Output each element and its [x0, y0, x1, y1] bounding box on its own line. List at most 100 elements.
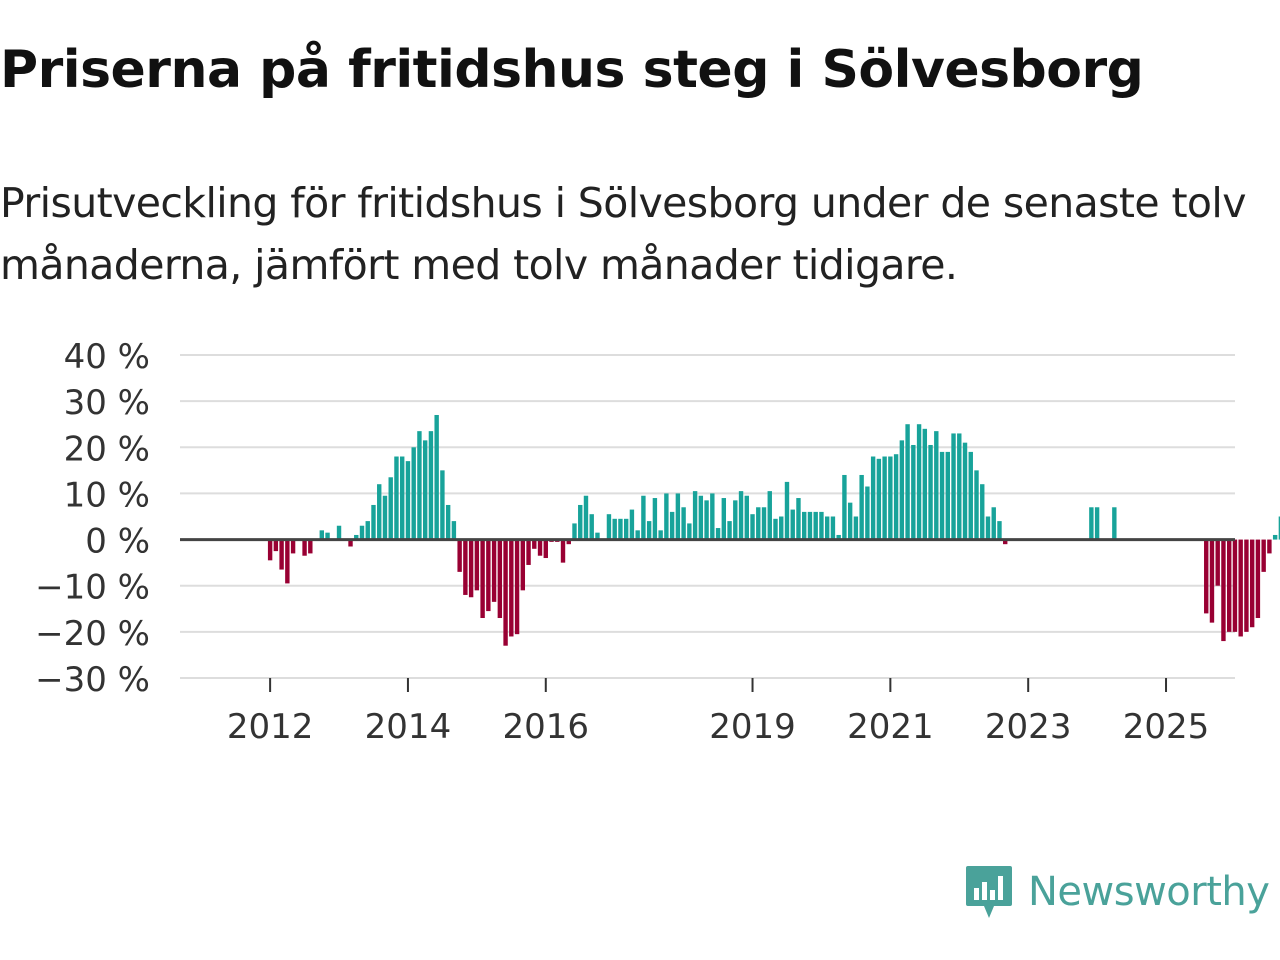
x-tick-label: 2025: [1123, 707, 1210, 747]
bar: [503, 539, 508, 646]
y-tick-label: −30 %: [35, 660, 150, 700]
bar: [474, 539, 480, 591]
bar: [532, 539, 537, 549]
bar: [1232, 539, 1238, 632]
bar: [687, 523, 692, 540]
bar: [865, 486, 870, 540]
bar: [618, 518, 623, 540]
bar: [779, 516, 784, 540]
bar: [1267, 539, 1272, 554]
bar: [796, 498, 801, 540]
bar: [388, 477, 393, 540]
bar: [434, 414, 439, 540]
bar: [1209, 539, 1215, 623]
bar: [934, 431, 939, 540]
bar: [646, 521, 652, 540]
bar: [991, 507, 996, 540]
bar: [767, 491, 772, 540]
bar: [457, 539, 462, 572]
bar: [359, 525, 365, 540]
bars: [267, 414, 1280, 646]
bar: [285, 539, 290, 584]
bar: [916, 424, 922, 540]
bar: [698, 495, 704, 540]
bar: [371, 504, 376, 540]
bar: [1261, 539, 1266, 572]
bar: [675, 493, 681, 540]
axes: 40 % 30 % 20 % 10 % 0 % −10 % −20 % −30 % 2012 20…: [35, 337, 1280, 747]
bar: [382, 495, 388, 540]
bar: [985, 516, 991, 540]
bar: [417, 431, 422, 540]
bar: [664, 493, 669, 540]
bar: [497, 539, 503, 619]
bar: [365, 521, 370, 540]
bar: [526, 539, 531, 565]
bar: [405, 461, 411, 540]
bar: [560, 539, 566, 563]
bar: [882, 456, 887, 540]
bar: [830, 516, 836, 540]
bar: [572, 523, 577, 540]
bar: [847, 502, 853, 540]
bar: [606, 514, 612, 540]
bar: [623, 518, 629, 540]
bar: [658, 530, 663, 540]
bar: [537, 539, 543, 556]
bar: [870, 456, 876, 540]
x-tick-label: 2021: [847, 707, 934, 747]
bar: [635, 530, 640, 540]
bar: [727, 521, 732, 540]
x-tick-label: 2012: [227, 707, 314, 747]
bar: [411, 447, 416, 540]
x-tick-label: 2019: [709, 707, 796, 747]
bar: [1238, 539, 1243, 637]
chart-subtitle: Prisutveckling för fritidshus i Sölvesbo…: [0, 179, 1246, 289]
y-tick-label: 30 %: [64, 383, 150, 423]
bar: [267, 539, 273, 561]
bar: [1244, 539, 1249, 632]
y-tick-label: 40 %: [64, 337, 150, 377]
bar: [859, 474, 864, 540]
newsworthy-logo-icon: [966, 866, 1012, 918]
bar: [1215, 539, 1220, 586]
bar: [945, 451, 950, 540]
bar: [377, 484, 382, 540]
bar: [721, 498, 727, 540]
bar: [911, 444, 916, 540]
bar: [319, 530, 324, 540]
bar: [468, 539, 474, 598]
bar: [957, 433, 962, 540]
bar: [681, 507, 686, 540]
bar: [336, 525, 342, 540]
gridlines: [180, 354, 1235, 679]
bar: [509, 539, 514, 637]
bar: [824, 516, 830, 540]
bar: [583, 495, 589, 540]
bar: [974, 470, 979, 540]
bar: [922, 428, 928, 540]
bar: [1249, 539, 1255, 628]
bar: [876, 458, 882, 540]
bar: [692, 491, 698, 540]
y-tick-label: 0 %: [85, 522, 150, 562]
bar: [486, 539, 491, 612]
bar: [354, 534, 359, 540]
y-tick-label: −10 %: [35, 568, 150, 608]
bar: [480, 539, 485, 619]
bar: [1227, 539, 1232, 632]
bar: [520, 539, 526, 591]
bar: [445, 504, 451, 540]
bar: [1204, 539, 1209, 614]
bar: [1094, 507, 1100, 540]
bar: [1272, 534, 1278, 540]
bar: [790, 509, 795, 540]
bar: [589, 514, 594, 540]
bar: [400, 456, 405, 540]
bar: [451, 521, 457, 540]
bar: [704, 500, 709, 540]
bar: [710, 493, 715, 540]
bar: [962, 442, 968, 540]
bar: [807, 511, 813, 540]
